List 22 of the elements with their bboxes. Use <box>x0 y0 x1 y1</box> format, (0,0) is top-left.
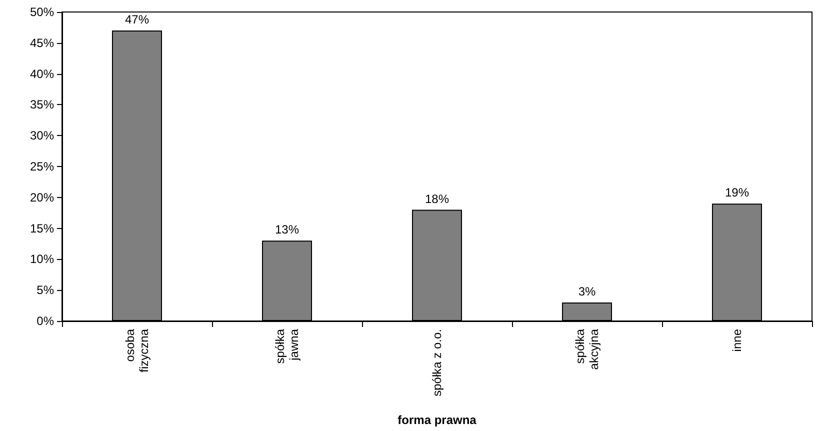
x-tick-label: spółka akcyjna <box>573 328 601 370</box>
y-tick-label: 20% <box>30 190 54 204</box>
y-tick-label: 5% <box>36 283 54 298</box>
y-tick-label: 25% <box>30 160 54 174</box>
y-tick-label: 45% <box>30 36 54 50</box>
y-tick-label: 50% <box>30 5 54 19</box>
y-tick-label: 10% <box>30 252 54 266</box>
x-tick-label: osoba fizyczna <box>123 328 151 372</box>
data-label: 47% <box>124 12 150 27</box>
data-label: 3% <box>578 284 596 298</box>
data-label: 18% <box>424 192 450 206</box>
y-tick-label: 0% <box>36 314 54 328</box>
x-tick-label: inne <box>730 328 744 352</box>
y-tick-label: 15% <box>30 221 54 236</box>
data-label: 13% <box>274 222 300 237</box>
y-tick-label: 30% <box>30 128 54 143</box>
y-tick-label: 35% <box>30 98 54 112</box>
x-tick-label: spółka jawna <box>273 328 301 364</box>
data-label: 19% <box>724 186 750 200</box>
y-tick-label: 40% <box>30 66 54 81</box>
x-axis-title: forma prawna <box>398 413 477 427</box>
x-tick-label: spółka z o.o. <box>430 329 444 396</box>
